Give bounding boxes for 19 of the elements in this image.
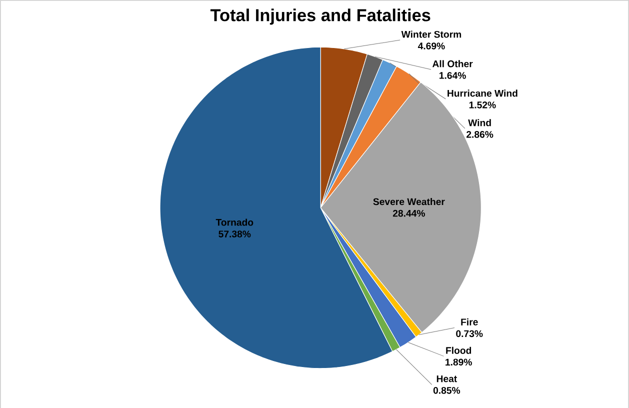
slice-label: Winter Storm bbox=[401, 30, 462, 38]
slice-label: Wind bbox=[468, 118, 491, 126]
data-label: 2.86% bbox=[466, 130, 494, 138]
slice-label: Tornado bbox=[216, 218, 254, 226]
data-label: 0.73% bbox=[456, 330, 483, 337]
data-label: 57.38% bbox=[218, 230, 251, 238]
data-label: 1.64% bbox=[440, 72, 466, 79]
data-label: 4.69% bbox=[418, 42, 445, 50]
chart-title: Total Injuries and Fatalities bbox=[210, 8, 430, 24]
slice-label: Fire bbox=[461, 318, 478, 326]
slice-label: Hurricane Wind bbox=[448, 89, 518, 97]
slice-label: All Other bbox=[432, 60, 473, 68]
data-label: 1.89% bbox=[446, 358, 472, 366]
data-label: 1.52% bbox=[469, 101, 496, 108]
slice-label: Heat bbox=[436, 375, 457, 382]
slice-label: Flood bbox=[446, 346, 472, 354]
data-label: 0.85% bbox=[433, 386, 460, 394]
slice-label: Severe Weather bbox=[373, 198, 445, 205]
data-label: 28.44% bbox=[392, 210, 425, 217]
